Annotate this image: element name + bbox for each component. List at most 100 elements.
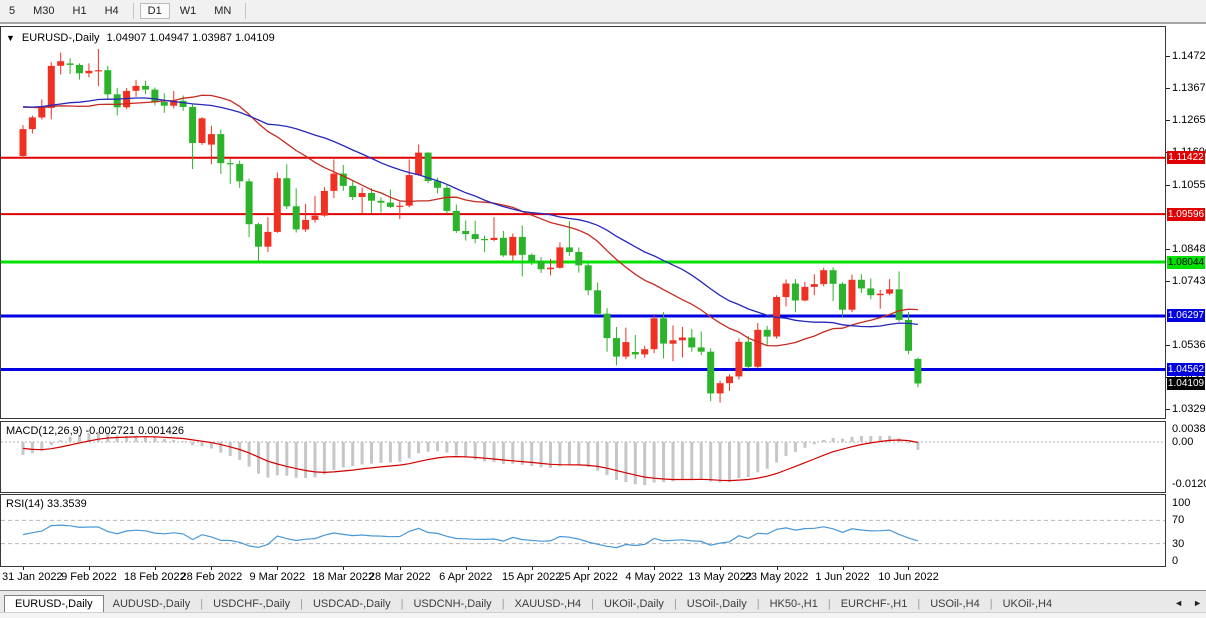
price-axis-label: 1.08480 <box>1172 243 1206 255</box>
symbol-tab-xauusd-h4[interactable]: XAUUSD-,H4 <box>514 597 582 610</box>
tab-separator: | <box>917 597 921 610</box>
symbol-tab-audusd-daily[interactable]: AUDUSD-,Daily <box>112 597 191 610</box>
date-axis-label: 18 Feb 2022 <box>123 571 186 583</box>
rsi-panel[interactable]: RSI(14) 33.3539 <box>0 494 1166 567</box>
timeframe-button-5[interactable]: 5 <box>9 5 16 17</box>
symbol-tab-usdcnh-daily[interactable]: USDCNH-,Daily <box>413 597 492 610</box>
symbol-tab-eurusd-daily[interactable]: EURUSD-,Daily <box>4 594 104 613</box>
date-axis-label: 28 Feb 2022 <box>180 571 243 583</box>
price-axis-tickmark <box>1166 409 1170 410</box>
tab-separator: | <box>827 597 831 610</box>
macd-axis-label: 0.00 <box>1172 436 1194 448</box>
main-chart-panel[interactable]: ▼ EURUSD-,Daily 1.04907 1.04947 1.03987 … <box>0 26 1166 419</box>
rsi-axis-label: 100 <box>1172 497 1191 509</box>
tab-separator: | <box>591 597 595 610</box>
macd-histogram <box>21 431 920 486</box>
rsi-chart[interactable] <box>1 495 1165 566</box>
date-axis-label: 31 Jan 2022 <box>2 571 63 583</box>
symbol-tabbar: EURUSD-,Daily AUDUSD-,Daily | USDCHF-,Daily… <box>0 590 1206 618</box>
date-axis-tickmark <box>843 567 844 570</box>
price-level-badge: 1.09596 <box>1167 208 1205 221</box>
symbol-tab-usoil-daily[interactable]: USOil-,Daily <box>686 597 747 610</box>
tab-separator: | <box>200 597 204 610</box>
tab-scroll-right-icon[interactable]: ► <box>1193 598 1202 608</box>
rsi-axis-label: 70 <box>1172 514 1185 526</box>
price-level-badge: 1.04562 <box>1167 363 1205 376</box>
date-axis-tickmark <box>343 567 344 570</box>
date-axis-label: 9 Mar 2022 <box>249 571 306 583</box>
moving-average-20 <box>22 94 918 347</box>
price-axis-label: 1.13670 <box>1172 82 1206 94</box>
timeframe-toolbar: 5 M30 H1 H4 D1 W1 MN <box>0 0 1206 24</box>
symbol-tab-hk50-h1[interactable]: HK50-,H1 <box>769 597 818 610</box>
toolbar-separator <box>132 3 134 19</box>
chart-dropdown-icon[interactable]: ▼ <box>6 33 15 43</box>
tab-separator: | <box>400 597 404 610</box>
symbol-tab-eurchf-h1[interactable]: EURCHF-,H1 <box>840 597 908 610</box>
tab-separator: | <box>501 597 505 610</box>
date-axis-tickmark <box>720 567 721 570</box>
price-level-badge: 1.11422 <box>1167 151 1205 164</box>
date-axis-label: 6 Apr 2022 <box>439 571 493 583</box>
date-axis-tickmark <box>588 567 589 570</box>
price-axis-tickmark <box>1166 249 1170 250</box>
rsi-current-value: 33.3539 <box>46 498 87 510</box>
date-axis-label: 10 Jun 2022 <box>878 571 939 583</box>
chart-ohlc-values: 1.04907 1.04947 1.03987 1.04109 <box>106 32 275 44</box>
symbol-tab-usoil-h4[interactable]: USOil-,H4 <box>930 597 980 610</box>
date-axis-label: 18 Mar 2022 <box>312 571 375 583</box>
date-axis-tickmark <box>23 567 24 570</box>
macd-current-values: -0.002721 0.001426 <box>85 425 184 437</box>
date-axis-tickmark <box>155 567 156 570</box>
price-axis-label: 1.07430 <box>1172 275 1206 287</box>
date-axis-tickmark <box>777 567 778 570</box>
date-axis-tickmark <box>400 567 401 570</box>
macd-panel[interactable]: MACD(12,26,9) -0.002721 0.001426 <box>0 421 1166 493</box>
price-level-badge: 1.08044 <box>1167 256 1205 269</box>
macd-axis-label: -0.01208 <box>1172 478 1206 490</box>
date-axis-tickmark <box>908 567 909 570</box>
price-level-badge: 1.04109 <box>1167 377 1205 390</box>
date-axis-label: 23 May 2022 <box>744 571 809 583</box>
symbol-tab-usdcad-daily[interactable]: USDCAD-,Daily <box>312 597 391 610</box>
timeframe-button-h1[interactable]: H1 <box>72 5 87 17</box>
symbol-tab-ukoil-h4[interactable]: UKOil-,H4 <box>1002 597 1053 610</box>
macd-chart[interactable] <box>1 422 1165 492</box>
price-axis-label: 1.14720 <box>1172 50 1206 62</box>
tabbar-scroll-arrows: ◄ ► <box>1174 598 1202 608</box>
date-axis-label: 15 Apr 2022 <box>502 571 562 583</box>
timeframe-button-m30[interactable]: M30 <box>33 5 55 17</box>
price-axis-label: 1.12650 <box>1172 114 1206 126</box>
price-axis-label: 1.05360 <box>1172 339 1206 351</box>
moving-average-30 <box>22 97 918 328</box>
timeframe-button-d1[interactable]: D1 <box>139 3 170 19</box>
tab-scroll-left-icon[interactable]: ◄ <box>1174 598 1184 608</box>
rsi-axis-label: 30 <box>1172 538 1185 550</box>
macd-label: MACD(12,26,9) -0.002721 0.001426 <box>6 425 184 437</box>
date-axis-tickmark <box>532 567 533 570</box>
tabbar-bottom-strip <box>0 612 1206 618</box>
date-axis-tickmark <box>89 567 90 570</box>
candlestick-chart[interactable] <box>1 27 1165 418</box>
rsi-line <box>22 524 919 549</box>
timeframe-button-h4[interactable]: H4 <box>104 5 119 17</box>
timeframe-button-w1[interactable]: W1 <box>179 5 197 17</box>
timeframe-button-mn[interactable]: MN <box>214 5 232 17</box>
date-axis-tickmark <box>654 567 655 570</box>
date-axis-label: 9 Feb 2022 <box>61 571 117 583</box>
tab-separator: | <box>673 597 677 610</box>
date-axis-label: 1 Jun 2022 <box>815 571 870 583</box>
symbol-tab-ukoil-daily[interactable]: UKOil-,Daily <box>604 597 664 610</box>
date-axis-tickmark <box>211 567 212 570</box>
price-axis-tickmark <box>1166 185 1170 186</box>
price-axis-label: 1.10550 <box>1172 179 1206 191</box>
date-axis-label: 13 May 2022 <box>688 571 752 583</box>
rsi-axis-label: 0 <box>1172 555 1179 567</box>
price-axis-tickmark <box>1166 56 1170 57</box>
candles-layer <box>19 48 922 403</box>
date-axis-label: 25 Apr 2022 <box>558 571 618 583</box>
price-axis-tickmark <box>1166 345 1170 346</box>
symbol-tab-usdchf-daily[interactable]: USDCHF-,Daily <box>213 597 291 610</box>
price-axis-label: 1.03290 <box>1172 403 1206 415</box>
tab-separator: | <box>300 597 303 610</box>
